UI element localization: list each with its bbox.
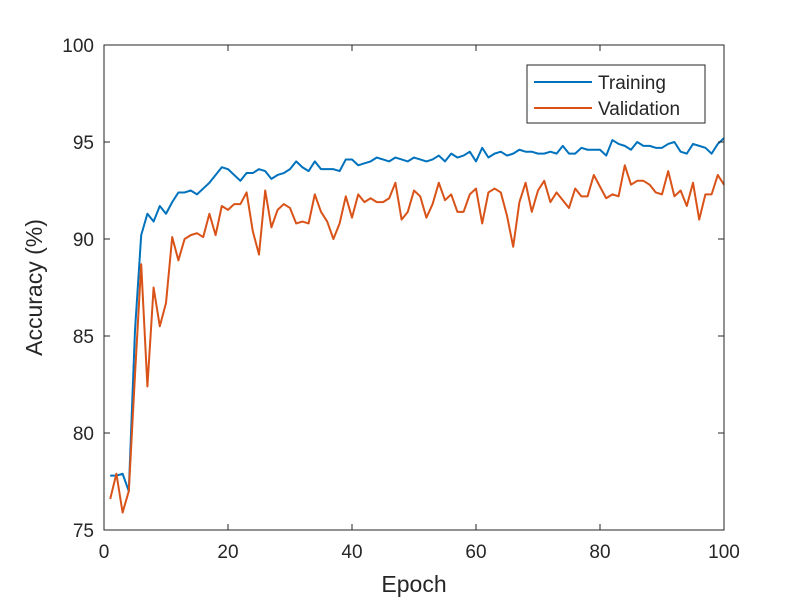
y-tick-label: 100: [62, 36, 94, 57]
axes-box: [103, 44, 725, 531]
legend-label-validation: Validation: [598, 99, 680, 120]
x-axis-label: Epoch: [381, 571, 446, 597]
y-tick-label: 75: [73, 521, 94, 542]
y-tick-label: 90: [73, 230, 94, 251]
x-tick-label: 80: [589, 542, 610, 563]
y-tick-label: 85: [73, 327, 94, 348]
y-tick-label: 95: [73, 133, 94, 154]
y-axis-label: Accuracy (%): [21, 219, 47, 356]
x-tick-label: 0: [99, 542, 110, 563]
ticks-layer: 0 20 40 60 80 100 75 80 85 90 95 100: [62, 36, 740, 563]
legend-box: [526, 64, 706, 124]
x-tick-label: 100: [708, 542, 740, 563]
y-tick-label: 80: [73, 424, 94, 445]
series-line-validation: [109, 164, 725, 514]
series-layer: [109, 137, 725, 514]
x-tick-label: 40: [341, 542, 362, 563]
plot-area: [104, 45, 724, 530]
series-line-training: [110, 137, 725, 493]
x-tick-label: 60: [465, 542, 486, 563]
legend-label-training: Training: [598, 73, 666, 94]
legend: Training Validation: [526, 64, 706, 124]
x-tick-label: 20: [217, 542, 238, 563]
